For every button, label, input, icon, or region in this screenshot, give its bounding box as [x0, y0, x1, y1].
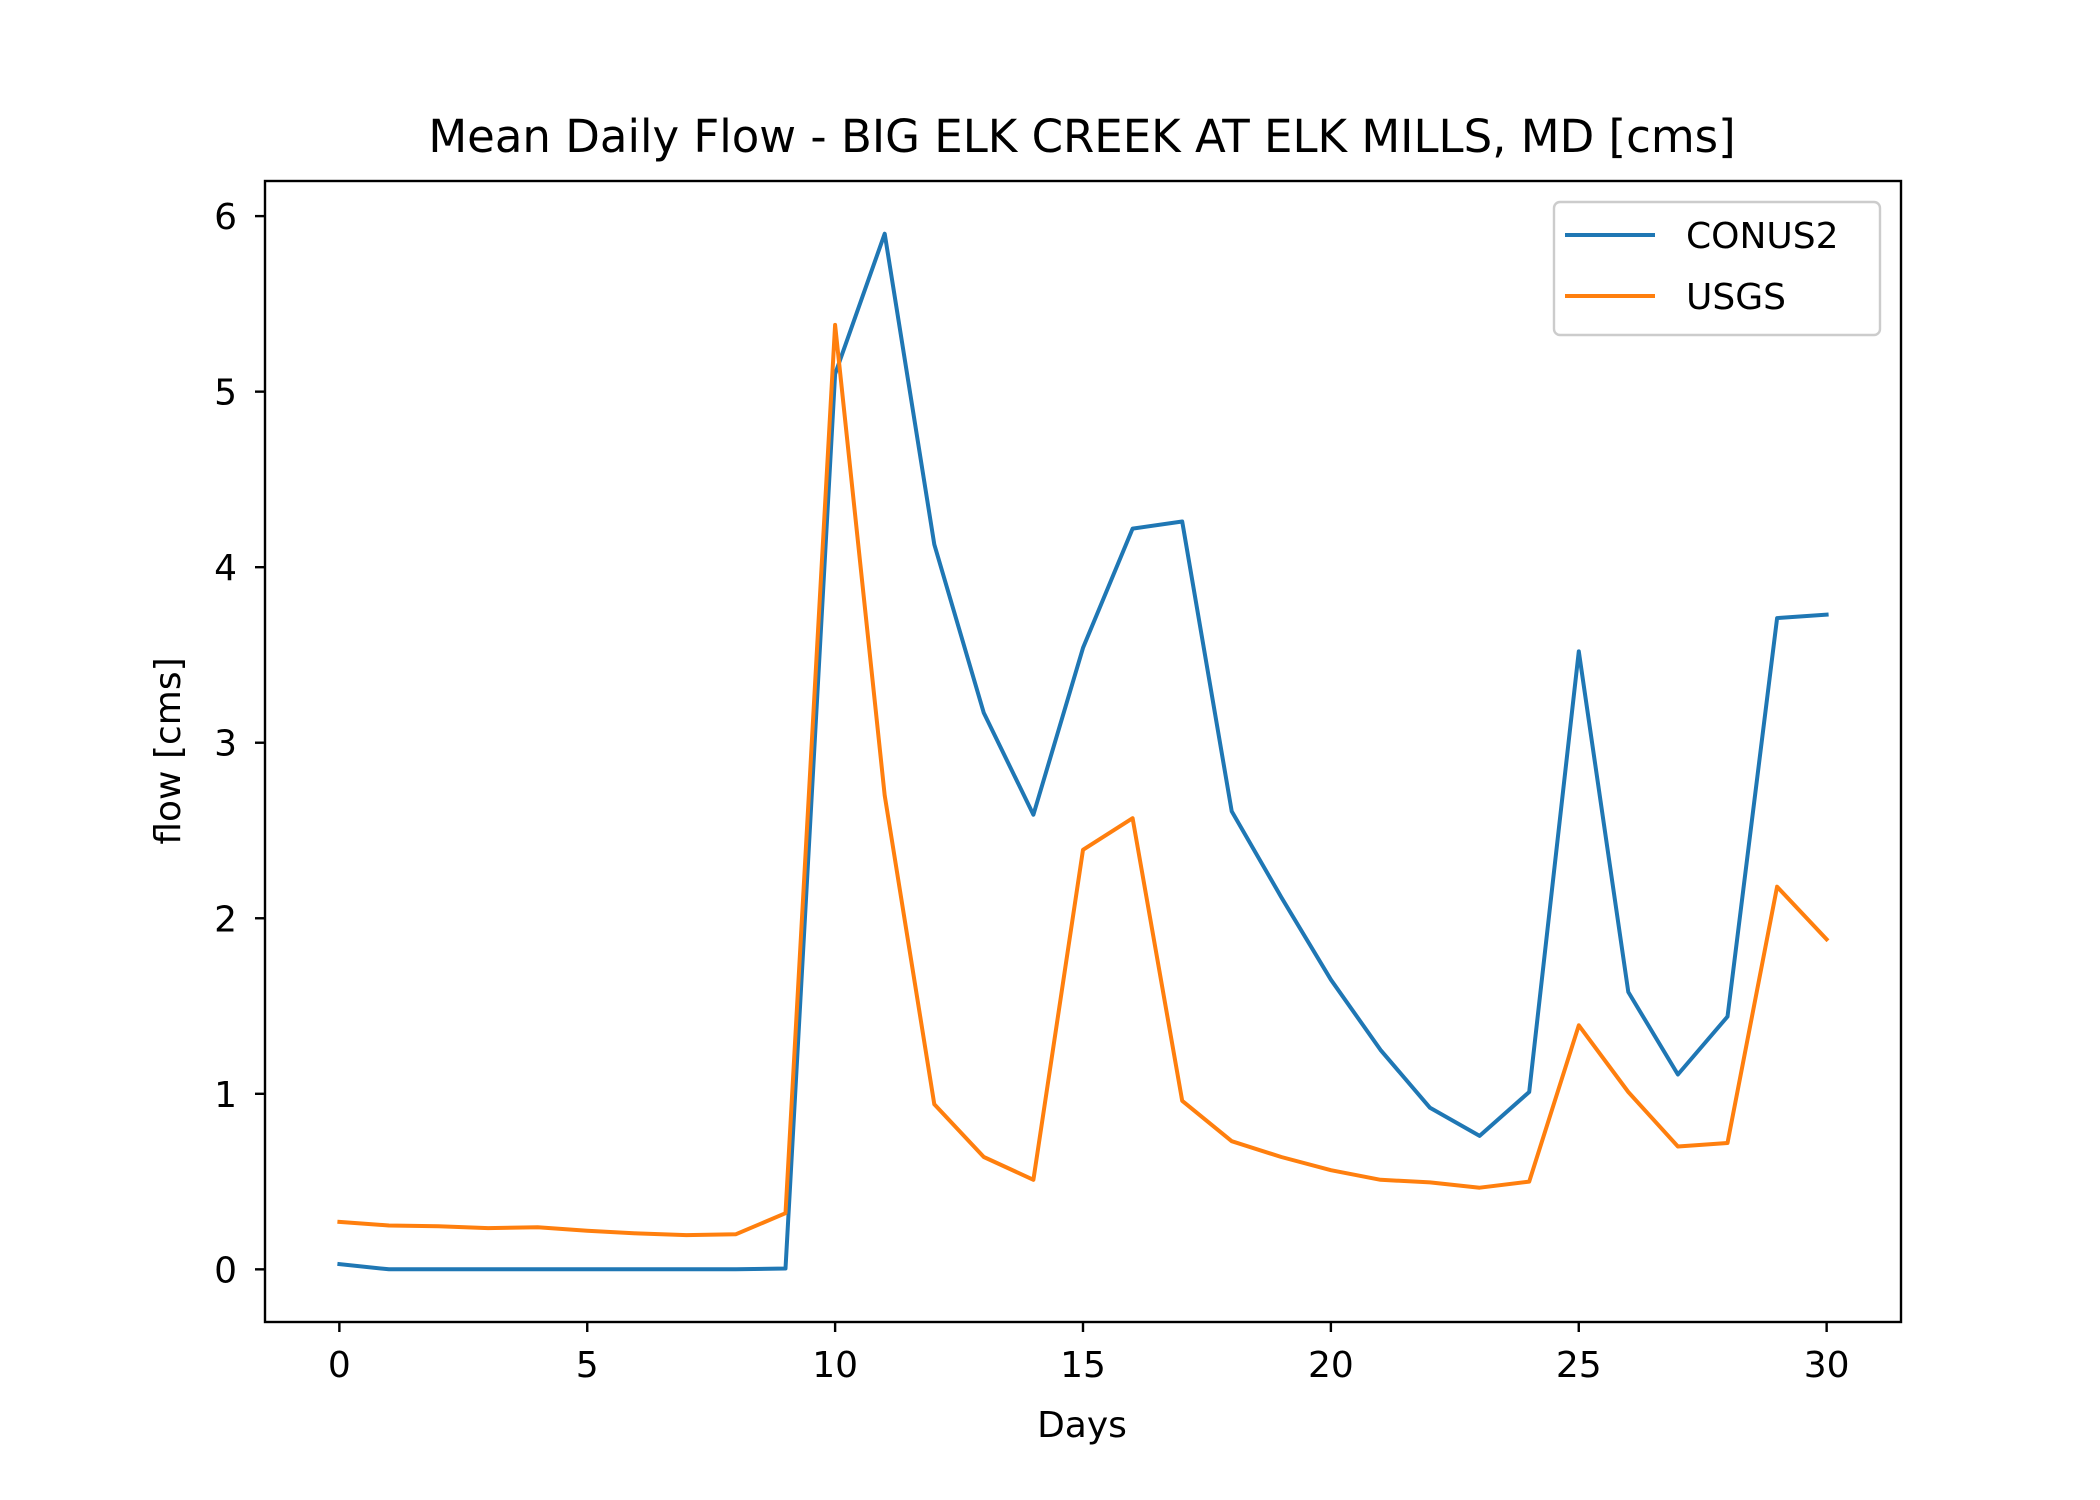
series-layer: [337, 231, 1830, 1272]
y-tick-label: 3: [214, 724, 237, 765]
legend-label-conus2: CONUS2: [1686, 216, 1839, 257]
y-tick-label: 6: [214, 197, 237, 238]
y-tick-label: 0: [214, 1250, 237, 1291]
legend-label-usgs: USGS: [1686, 277, 1786, 318]
x-tick-label: 20: [1308, 1345, 1354, 1386]
y-axis-label: flow [cms]: [148, 657, 189, 844]
x-tick-label: 5: [576, 1345, 599, 1386]
ticks-layer: 0 5 10 15 20 25 30 0 1 2 3 4 5 6: [214, 197, 1849, 1386]
x-tick-label: 25: [1556, 1345, 1602, 1386]
y-tick-label: 5: [214, 373, 237, 414]
y-tick-label: 1: [214, 1075, 237, 1116]
y-tick-label: 2: [214, 899, 237, 940]
x-tick-label: 0: [328, 1345, 351, 1386]
x-tick-label: 30: [1804, 1345, 1850, 1386]
chart-title: Mean Daily Flow - BIG ELK CREEK AT ELK M…: [428, 110, 1735, 163]
x-tick-label: 15: [1060, 1345, 1106, 1386]
legend: CONUS2 USGS: [1552, 200, 1882, 337]
x-axis-label: Days: [1037, 1405, 1127, 1446]
y-tick-label: 4: [214, 548, 237, 589]
series-line-conus2: [337, 231, 1829, 1272]
x-tick-label: 10: [812, 1345, 858, 1386]
series-line-usgs: [337, 322, 1830, 1238]
